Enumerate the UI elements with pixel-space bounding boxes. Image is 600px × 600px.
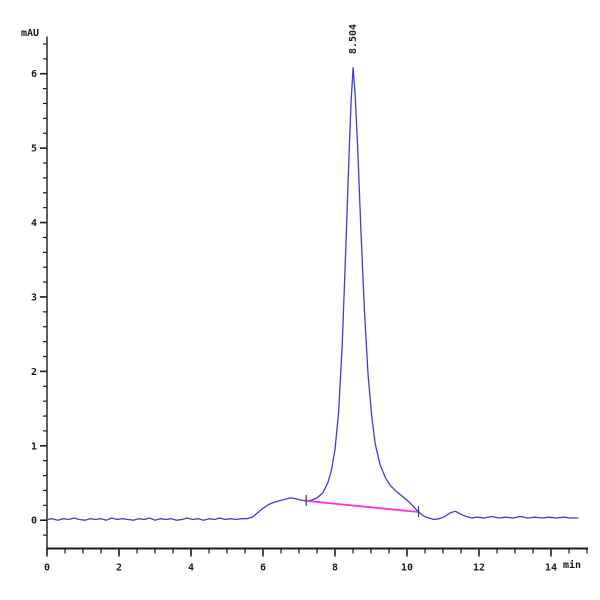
y-axis-unit-label: mAU [21, 28, 40, 39]
y-tick-label: 2 [31, 367, 37, 378]
peak-retention-time-label: 8.504 [348, 23, 359, 55]
x-axis-unit-label: min [563, 560, 582, 571]
x-tick-label: 14 [545, 563, 557, 574]
x-tick-label: 12 [473, 563, 485, 574]
x-tick-label: 4 [188, 563, 194, 574]
x-tick-label: 10 [401, 563, 413, 574]
x-tick-label: 6 [260, 563, 266, 574]
y-tick-label: 4 [31, 218, 37, 229]
signal-trace [46, 67, 579, 521]
integration-baseline [305, 499, 420, 513]
y-tick-label: 0 [31, 516, 37, 527]
y-tick-label: 5 [31, 144, 37, 155]
x-tick-label: 0 [44, 563, 50, 574]
x-tick-label: 2 [116, 563, 122, 574]
y-tick-label: 1 [31, 441, 37, 452]
y-tick-label: 3 [31, 292, 37, 303]
x-tick-label: 8 [332, 563, 338, 574]
y-tick-label: 6 [31, 69, 37, 80]
